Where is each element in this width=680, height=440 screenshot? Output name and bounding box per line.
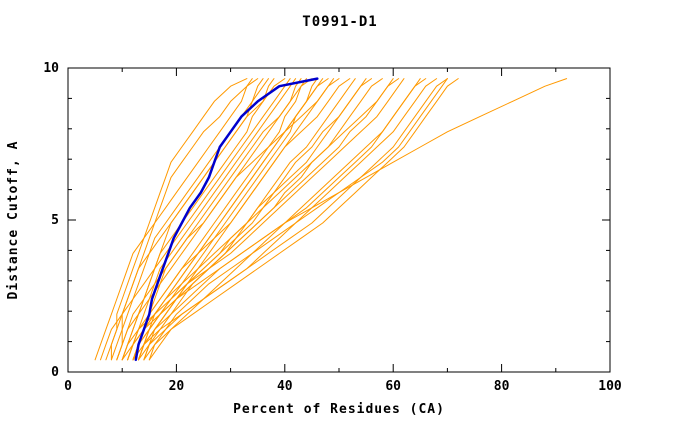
- tick-labels: 0 20 40 60 80 100 0 5 10: [43, 61, 622, 394]
- plot-border: [67, 67, 611, 373]
- model-curve: [121, 78, 405, 361]
- model-curve: [94, 78, 253, 361]
- model-curve: [148, 78, 448, 361]
- y-axis-label: Distance Cutoff, A: [6, 141, 21, 300]
- model-curve: [105, 78, 264, 361]
- x-tick-label: 40: [277, 379, 293, 394]
- x-tick-label: 100: [598, 379, 622, 394]
- model-curve: [143, 78, 356, 361]
- model-curve: [132, 78, 400, 361]
- x-tick-label: 80: [494, 379, 510, 394]
- axis-ticks: [67, 67, 611, 373]
- model-curve: [138, 78, 427, 361]
- x-tick-label: 60: [385, 379, 401, 394]
- model-curve: [132, 78, 307, 361]
- model-curve: [143, 78, 459, 361]
- model-curve: [132, 78, 372, 361]
- y-tick-label: 10: [43, 61, 59, 76]
- model-curve: [132, 78, 394, 361]
- model-curve: [127, 78, 297, 361]
- model-curve: [121, 78, 568, 361]
- series-lines: [94, 77, 568, 362]
- model-curve: [110, 78, 248, 361]
- chart-title: T0991-D1: [302, 14, 377, 30]
- model-curve: [116, 78, 269, 361]
- y-tick-label: 0: [51, 365, 59, 380]
- model-curve: [132, 78, 448, 361]
- y-tick-label: 5: [51, 213, 59, 228]
- model-curve: [138, 78, 335, 361]
- model-curve: [100, 78, 291, 361]
- highlight-model-curve: [134, 77, 319, 362]
- x-tick-label: 20: [169, 379, 185, 394]
- x-axis-label: Percent of Residues (CA): [233, 402, 445, 417]
- x-tick-label: 0: [64, 379, 72, 394]
- model-curve: [116, 78, 302, 361]
